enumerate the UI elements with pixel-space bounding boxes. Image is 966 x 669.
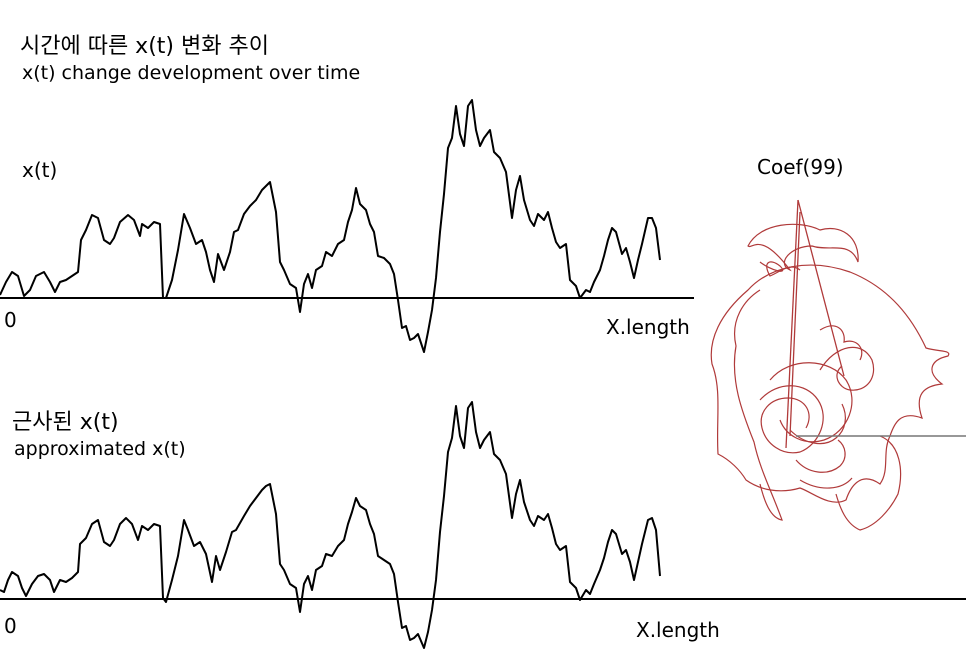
signal-axis-label: x(t)	[22, 158, 58, 182]
title-korean: 시간에 따른 x(t) 변화 추이	[20, 34, 269, 59]
x-length-label-bottom: X.length	[636, 618, 720, 642]
approx-title-english: approximated x(t)	[14, 438, 186, 460]
original-signal-curve	[0, 99, 661, 353]
title-english: x(t) change development over time	[22, 62, 361, 84]
fourier-epicycle-drawing	[710, 223, 950, 531]
coefficient-count-label: Coef(99)	[757, 155, 844, 179]
x-length-label-top: X.length	[606, 315, 690, 339]
approx-title-korean: 근사된 x(t)	[12, 410, 119, 435]
epicycle-arms	[785, 199, 845, 449]
approximated-signal-curve	[0, 401, 661, 649]
origin-label-top: 0	[4, 308, 17, 332]
origin-label-bottom: 0	[4, 614, 17, 638]
